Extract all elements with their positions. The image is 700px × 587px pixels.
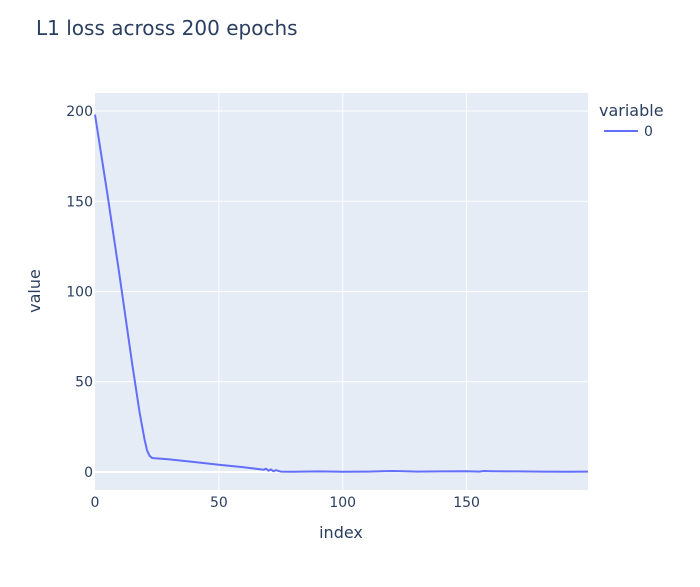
legend-item-0[interactable]: 0 <box>644 124 653 140</box>
legend-title: variable <box>599 101 664 120</box>
series-line-0 <box>94 114 589 473</box>
x-tick-label: 0 <box>91 495 100 511</box>
y-axis-title: value <box>25 269 44 313</box>
chart-title: L1 loss across 200 epochs <box>36 16 298 40</box>
y-tick-label: 0 <box>84 465 93 481</box>
series-layer <box>94 114 589 473</box>
x-tick-label: 100 <box>329 495 356 511</box>
y-tick-label: 150 <box>66 194 93 210</box>
x-axis-ticks: 0 50 100 150 <box>91 495 480 511</box>
y-tick-label: 50 <box>75 375 93 391</box>
y-tick-label: 100 <box>66 285 93 301</box>
x-axis-title: index <box>319 523 363 542</box>
y-tick-label: 200 <box>66 104 93 120</box>
x-tick-label: 50 <box>210 495 228 511</box>
y-axis-ticks: 0 50 100 150 200 <box>66 104 93 481</box>
legend[interactable]: variable 0 <box>599 101 664 140</box>
x-tick-label: 150 <box>453 495 480 511</box>
